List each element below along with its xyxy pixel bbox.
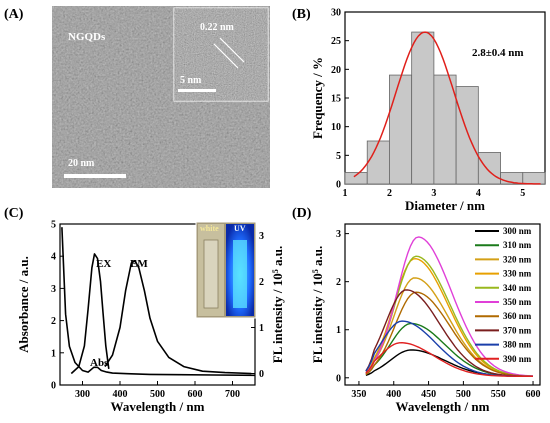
spectra-xtick-label: 600: [188, 389, 203, 400]
sample-label: NGQDs: [68, 31, 106, 43]
spectrum-em-line: [104, 259, 252, 375]
lattice-spacing-label: 0.22 nm: [200, 22, 235, 33]
fl-ytick-label: 2: [336, 277, 341, 288]
panel-a-label: (A): [4, 7, 24, 22]
histogram-xtick-label: 4: [476, 188, 481, 199]
spectra-y2tick-label: 1: [259, 323, 264, 334]
fl-series-line: [365, 236, 534, 377]
spectra-ytick-label: 1: [51, 348, 56, 359]
histogram-ytick-label: 5: [336, 151, 341, 162]
histogram-xtick-label: 5: [520, 188, 525, 199]
spectra-y2-label: FL intensity / 105 a.u.: [270, 246, 285, 363]
legend-label: 380 nm: [503, 340, 532, 350]
fl-y-label: FL intensity / 105 a.u.: [310, 246, 325, 363]
inset-scale-label: 5 nm: [180, 75, 202, 86]
histogram-ytick-label: 20: [331, 65, 341, 76]
fl-xtick-label: 600: [526, 389, 541, 400]
legend-label: 330 nm: [503, 269, 532, 279]
size-annotation: 2.8±0.4 nm: [472, 47, 524, 59]
legend-label: 320 nm: [503, 254, 532, 264]
histogram-bar: [455, 86, 479, 185]
tem-inset: 0.22 nm 5 nm: [173, 7, 269, 102]
fl-series-line: [365, 341, 533, 377]
spectra-ytick-label: 0: [51, 381, 56, 392]
fl-ytick-label: 3: [336, 229, 341, 240]
uv-light-label: UV: [234, 224, 246, 233]
fl-xtick-label: 400: [386, 389, 401, 400]
scale-bar: [64, 174, 126, 178]
histogram-bar: [433, 74, 457, 185]
fl-xtick-label: 450: [421, 389, 436, 400]
spectra-plot-area: 300 400 500 600 700 0 1 2 3 4 5 0 1 2 3: [51, 220, 264, 401]
histogram-bar: [411, 31, 435, 185]
ex-peak-label: EX: [96, 258, 111, 270]
abs-peak-label: Abs: [90, 357, 109, 369]
histogram-ytick-label: 10: [331, 122, 341, 133]
histogram-ytick-label: 25: [331, 36, 341, 47]
spectra-x-label: Wavelength / nm: [111, 399, 205, 414]
spectrum-abs-line: [61, 227, 256, 377]
histogram-plot-area: 1 2 3 4 5 0 5 10 15 20 25 30: [331, 8, 546, 199]
spectra-y2tick-label: 0: [259, 369, 264, 380]
panel-c-label: (C): [4, 206, 24, 221]
fl-x-label: Wavelength / nm: [396, 399, 490, 414]
fl-frame: [344, 223, 541, 386]
histogram-bar: [477, 152, 501, 185]
legend-label: 370 nm: [503, 325, 532, 335]
legend-label: 360 nm: [503, 311, 532, 321]
legend-label: 340 nm: [503, 283, 532, 293]
fl-xtick-label: 550: [491, 389, 506, 400]
panel-b: (B) 1 2 3 4 5 0 5 10 15 20 25 30 2.8±0.4 nm Diamete…: [292, 7, 546, 213]
fl-xtick-label: 350: [351, 389, 366, 400]
fl-plot-area: 350 400 450 500 550 600 0 1 2 3: [336, 223, 541, 400]
spectra-xtick-label: 700: [225, 389, 240, 400]
legend-label: 350 nm: [503, 297, 532, 307]
excitation-legend: 300 nm 310 nm 320 nm 330 nm 340 nm 350 nm 360 …: [475, 226, 532, 364]
vial-photo-inset: white UV: [195, 221, 257, 319]
gaussian-fit-line: [353, 31, 541, 185]
histogram-ytick-label: 0: [336, 180, 341, 191]
spectrum-ex-line: [70, 253, 110, 375]
spectra-y2tick-label: 3: [259, 231, 264, 242]
histogram-bar: [366, 140, 390, 185]
histogram-ytick-label: 15: [331, 94, 341, 105]
histogram-ytick-label: 30: [331, 8, 341, 19]
fl-ytick-label: 1: [336, 325, 341, 336]
spectra-xtick-label: 400: [113, 389, 128, 400]
spectra-ytick-label: 5: [51, 220, 56, 231]
histogram-x-label: Diameter / nm: [405, 198, 485, 213]
histogram-bar: [389, 74, 413, 185]
panel-d-label: (D): [292, 206, 312, 221]
histogram-y-label: Frequency / %: [310, 57, 325, 139]
spectra-y2tick-label: 2: [259, 277, 264, 288]
histogram-xtick-label: 3: [431, 188, 436, 199]
histogram-bar: [522, 172, 546, 185]
inset-scale-bar: [178, 89, 216, 92]
legend-label: 300 nm: [503, 226, 532, 236]
histogram-xtick-label: 2: [387, 188, 392, 199]
spectra-ytick-label: 3: [51, 284, 56, 295]
legend-label: 310 nm: [503, 240, 532, 250]
fl-ytick-label: 0: [336, 373, 341, 384]
spectra-xtick-label: 500: [150, 389, 165, 400]
legend-label: 390 nm: [503, 354, 532, 364]
panel-a: (A) NGQDs 0.22 nm 5 nm 20 nm: [4, 6, 270, 188]
white-light-label: white: [200, 224, 219, 233]
histogram-xtick-label: 1: [343, 188, 348, 199]
em-peak-label: EM: [130, 258, 148, 270]
spectra-ytick-label: 4: [51, 252, 56, 263]
panel-b-label: (B): [292, 7, 311, 22]
lattice-marker-1: [219, 37, 245, 63]
fl-xtick-label: 500: [456, 389, 471, 400]
lattice-marker-2: [213, 43, 239, 69]
spectra-y-label: Absorbance / a.u.: [16, 256, 31, 353]
spectra-xtick-label: 300: [75, 389, 90, 400]
scale-bar-label: 20 nm: [68, 158, 95, 169]
spectra-ytick-label: 2: [51, 316, 56, 327]
fl-series-line: [365, 291, 534, 377]
